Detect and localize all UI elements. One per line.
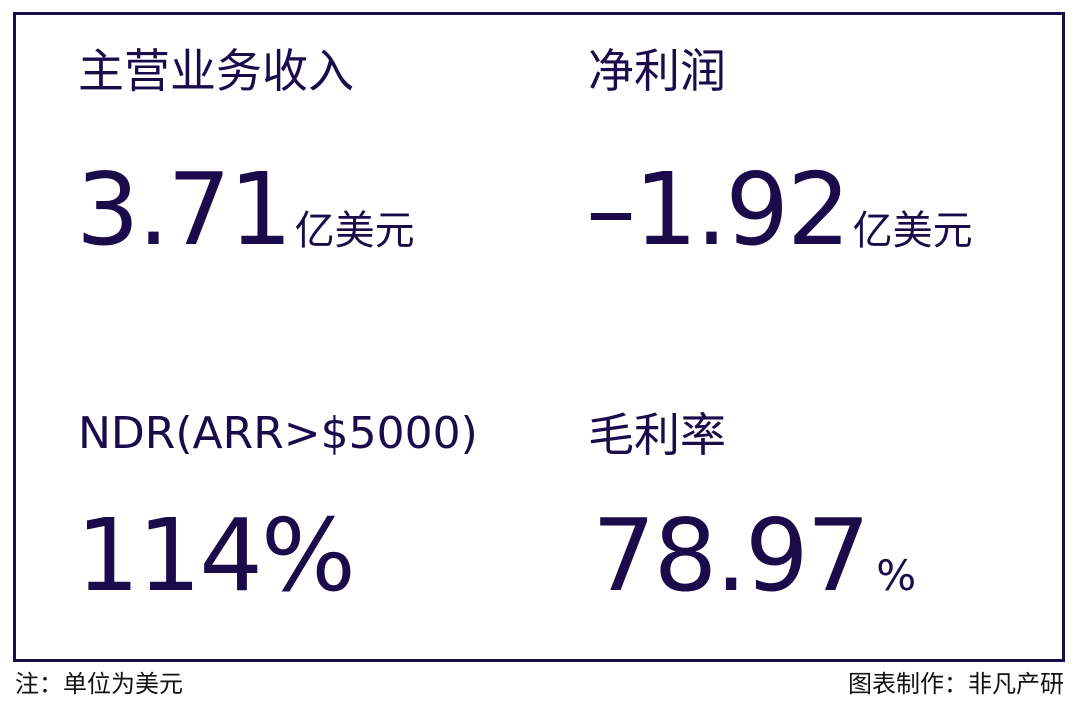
metric-label-revenue: 主营业务收入: [78, 44, 354, 98]
metrics-card: [13, 12, 1065, 662]
value-number: 114%: [76, 497, 356, 614]
metric-value-gross-margin: 78.97%: [592, 506, 916, 606]
value-number: –1.92: [586, 151, 851, 268]
value-number: 78.97: [592, 497, 870, 614]
metric-label-gross-margin: 毛利率: [588, 408, 726, 462]
metric-value-revenue: 3.71 亿美元: [76, 160, 415, 260]
metric-value-ndr: 114%: [76, 506, 356, 606]
footer-note: 注：单位为美元: [15, 670, 183, 698]
value-unit: %: [876, 551, 917, 600]
metric-label-ndr: NDR(ARR>$5000): [78, 408, 478, 459]
value-unit: 亿美元: [294, 208, 415, 254]
value-number: 3.71: [76, 151, 293, 268]
metric-label-net-profit: 净利润: [588, 44, 726, 98]
metric-value-net-profit: –1.92 亿美元: [586, 160, 973, 260]
footer-credit: 图表制作：非凡产研: [848, 670, 1064, 698]
value-unit: 亿美元: [852, 208, 973, 254]
